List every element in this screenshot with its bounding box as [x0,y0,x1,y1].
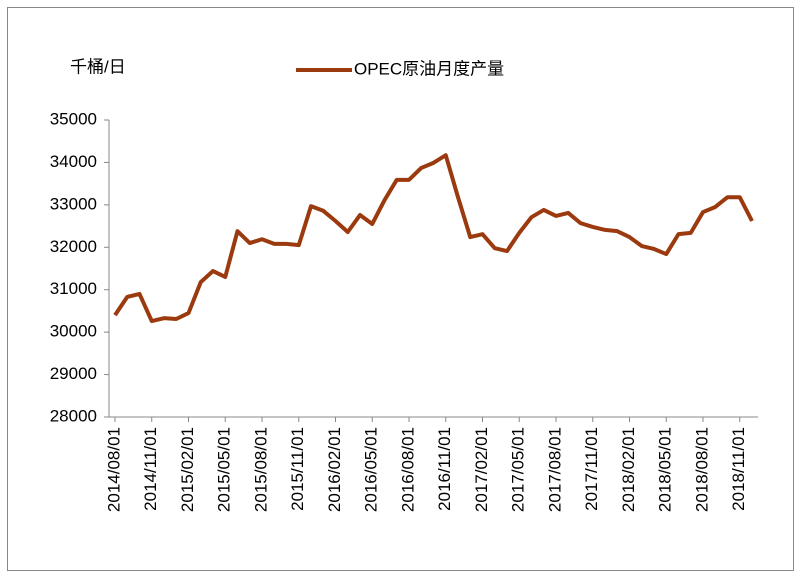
x-tick-label: 2018/11/01 [729,427,748,511]
x-tick-label: 2017/11/01 [582,427,601,511]
x-tick-label: 2014/11/01 [141,427,160,511]
x-tick-label: 2016/02/01 [325,427,344,512]
y-tick-label: 28000 [50,406,97,425]
x-tick-label: 2014/08/01 [104,427,123,512]
x-tick-label: 2015/11/01 [288,427,307,511]
x-tick-label: 2018/05/01 [656,427,675,512]
legend-label: OPEC原油月度产量 [354,59,504,78]
x-tick-label: 2017/08/01 [545,427,564,512]
data-line [113,153,754,324]
x-tick-label: 2018/02/01 [619,427,638,512]
y-tick-label: 29000 [50,364,97,383]
y-tick-label: 31000 [50,279,97,298]
y-tick-label: 33000 [50,194,97,213]
x-tick-label: 2015/05/01 [215,427,234,512]
x-tick-label: 2016/08/01 [398,427,417,512]
y-tick-label: 30000 [50,322,97,341]
x-tick-label: 2015/02/01 [178,427,197,512]
x-tick-label: 2017/02/01 [472,427,491,512]
y-tick-label: 32000 [50,237,97,256]
y-tick-label: 34000 [50,152,97,171]
chart-frame [7,7,794,571]
x-tick-label: 2017/05/01 [509,427,528,512]
x-tick-label: 2016/05/01 [362,427,381,512]
x-tick-label: 2016/11/01 [435,427,454,511]
x-tick-label: 2015/08/01 [251,427,270,512]
y-tick-label: 35000 [50,109,97,128]
y-unit-label: 千桶/日 [70,57,126,76]
x-tick-label: 2018/08/01 [692,427,711,512]
